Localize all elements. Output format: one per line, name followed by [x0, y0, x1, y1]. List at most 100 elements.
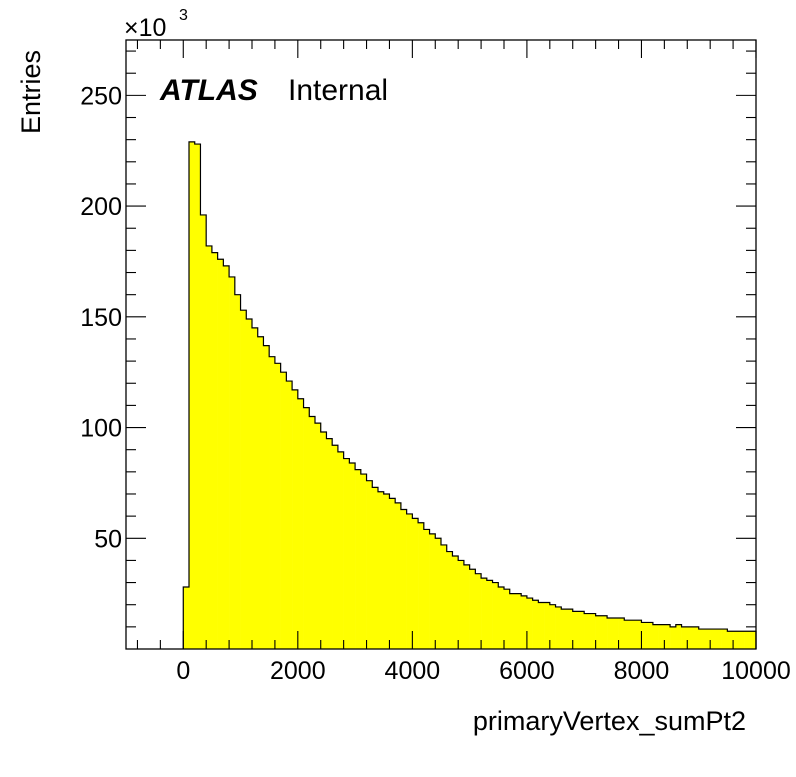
histogram-bin — [315, 423, 322, 649]
histogram-bin — [504, 589, 511, 649]
histogram-bin — [429, 533, 436, 649]
histogram-bin — [670, 626, 677, 649]
histogram-bin — [715, 629, 722, 649]
histogram-bin — [601, 615, 608, 649]
histogram-bin — [217, 259, 224, 649]
histogram-bin — [274, 363, 281, 649]
histogram-bin — [521, 595, 528, 649]
y-tick-label: 100 — [80, 415, 122, 443]
histogram-bin — [383, 493, 390, 649]
x-tick-label: 2000 — [270, 657, 326, 685]
histogram-bin — [572, 611, 579, 649]
histogram-bin — [234, 294, 241, 649]
histogram-bin — [240, 310, 247, 649]
histogram-bin — [698, 629, 705, 649]
histogram-bin — [303, 407, 310, 649]
histogram-bin — [612, 617, 619, 649]
histogram-bin — [372, 487, 379, 649]
histogram-bin — [750, 631, 757, 649]
x-axis-title: primaryVertex_sumPt2 — [473, 706, 746, 736]
histogram-bin — [326, 438, 333, 649]
histogram-bin — [355, 469, 362, 649]
histogram-bin — [526, 598, 533, 649]
histogram-bin — [406, 513, 413, 649]
histogram-bin — [252, 327, 259, 649]
histogram-bin — [280, 372, 287, 649]
histogram-bin — [423, 529, 430, 649]
histogram-bin — [567, 609, 574, 649]
histogram-bin — [486, 580, 493, 649]
histogram-bin — [584, 613, 591, 649]
tick-labels: 0 2000 4000 6000 8000 10000 50 100 150 200 250 — [80, 82, 790, 685]
histogram-bin — [538, 602, 545, 649]
histogram-bin — [498, 586, 505, 649]
histogram-bin — [269, 356, 276, 649]
histogram-bin — [206, 245, 213, 649]
histogram-bin — [189, 141, 196, 650]
y-tick-label: 250 — [80, 82, 122, 110]
histogram-bin — [509, 593, 516, 649]
histogram-bin — [652, 624, 659, 649]
histogram-bin — [475, 573, 482, 649]
atlas-label: ATLAS — [159, 74, 258, 107]
histogram-bin — [309, 416, 316, 649]
histogram-bin — [549, 604, 556, 649]
histogram-bin — [515, 593, 522, 649]
histogram-bin — [194, 144, 201, 650]
histogram-bin — [607, 617, 614, 649]
histogram-bin — [647, 622, 654, 649]
histogram-bin — [446, 551, 453, 649]
histogram-bin — [337, 451, 344, 649]
histogram-bin — [389, 498, 396, 649]
histogram-bin — [246, 319, 253, 649]
histogram-bin — [400, 509, 407, 649]
histogram-bin — [378, 491, 385, 649]
histogram-bin — [435, 538, 442, 649]
histogram-bin — [418, 522, 425, 649]
histogram-bin — [555, 606, 562, 649]
histogram-bin — [635, 620, 642, 649]
histogram-bin — [286, 381, 293, 649]
histogram-bin — [675, 624, 682, 649]
histogram-bin — [229, 276, 236, 649]
histogram-bin — [561, 609, 568, 649]
x-tick-label: 8000 — [614, 657, 670, 685]
histogram-bin — [578, 611, 585, 649]
histogram-bin — [257, 336, 264, 649]
y-tick-label: 150 — [80, 304, 122, 332]
x-tick-label: 6000 — [499, 657, 555, 685]
histogram-bin — [664, 624, 671, 649]
internal-label: Internal — [288, 74, 388, 107]
histogram-bin — [744, 631, 751, 649]
histogram-bin — [681, 626, 688, 649]
histogram-outline — [182, 141, 757, 649]
histogram-bin — [441, 544, 448, 649]
histogram-bin — [589, 613, 596, 649]
histogram-bin — [360, 474, 367, 649]
histogram-bin — [630, 620, 637, 649]
histogram-bin — [544, 602, 551, 649]
x-tick-label: 0 — [176, 657, 190, 685]
histogram-bin — [624, 620, 631, 649]
histogram-bin — [618, 617, 625, 649]
x-tick-label: 10000 — [721, 657, 791, 685]
histogram-bin — [532, 600, 539, 649]
histogram-bin — [332, 445, 339, 649]
y-multiplier-exponent: 3 — [179, 7, 188, 24]
histogram-bin — [704, 629, 711, 649]
histogram-bin — [366, 480, 373, 649]
histogram-bin — [183, 586, 190, 649]
histogram-bin — [412, 518, 419, 649]
axis-ticks — [126, 40, 757, 649]
y-axis-title: Entries — [16, 50, 46, 134]
histogram-bin — [469, 569, 476, 649]
histogram-bin — [693, 626, 700, 649]
histogram-bin — [463, 564, 470, 649]
histogram-bin — [211, 252, 218, 649]
histogram-bin — [343, 458, 350, 649]
histogram-bin — [738, 631, 745, 649]
histogram-bin — [710, 629, 717, 649]
histogram-bin — [263, 345, 270, 649]
